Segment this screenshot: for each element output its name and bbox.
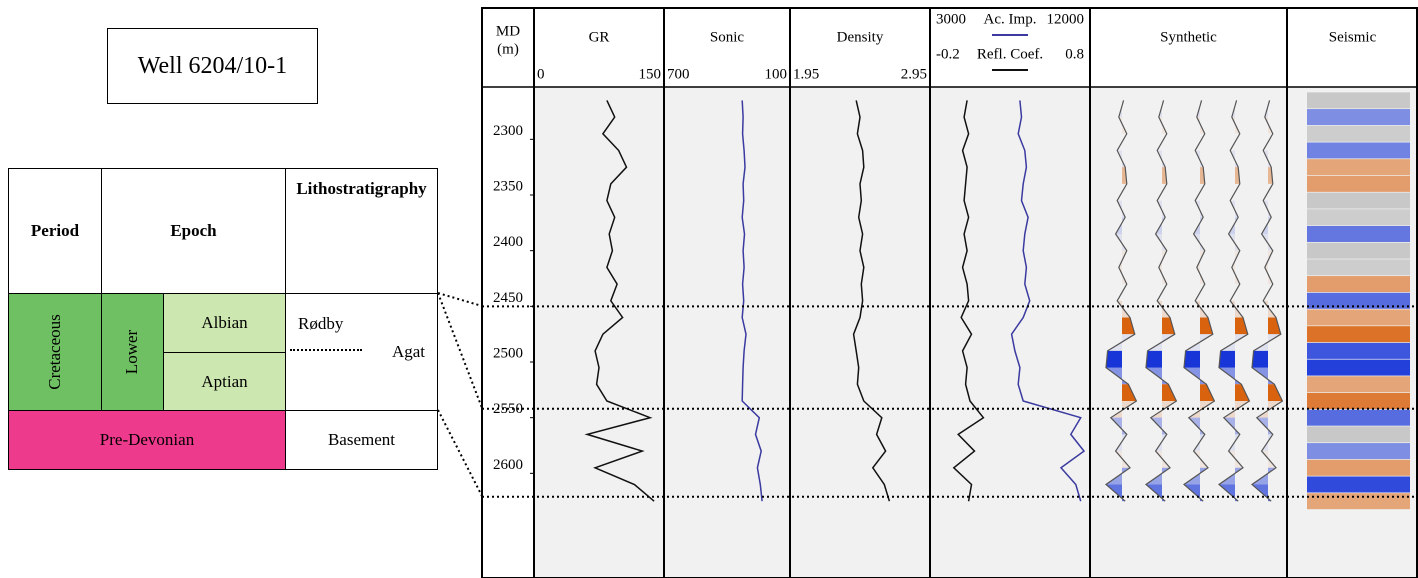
y-tick-label: 2400	[493, 234, 523, 250]
seismic-cell	[1307, 276, 1410, 292]
seismic-cell	[1307, 360, 1410, 376]
seismic-cell	[1307, 460, 1410, 476]
track-title: Density	[837, 29, 884, 45]
curve-name: Ac. Imp.	[984, 11, 1037, 27]
seismic-cell	[1307, 343, 1410, 359]
connector	[438, 293, 482, 306]
scale-label: 12000	[1047, 11, 1085, 27]
seismic-cell	[1307, 92, 1410, 108]
seismic-cell	[1307, 142, 1410, 158]
y-tick-label: 2500	[493, 345, 523, 361]
y-tick-label: 2300	[493, 123, 523, 139]
track-title: Synthetic	[1160, 29, 1217, 45]
seismic-cell	[1307, 309, 1410, 325]
scale-label: 3000	[936, 11, 966, 27]
track-title: Sonic	[710, 29, 745, 45]
wiggle-fill	[1252, 351, 1268, 368]
scale-label: 150	[639, 66, 662, 82]
y-tick-label: 2350	[493, 178, 523, 194]
depth-label: MD	[496, 23, 520, 39]
seismic-cell	[1307, 226, 1410, 242]
scale-label: 2.95	[901, 66, 927, 82]
seismic-cell	[1307, 393, 1410, 409]
seismic-cell	[1307, 376, 1410, 392]
page: Well 6204/10-1 Period Epoch Lithostratig…	[0, 0, 1418, 578]
wiggle-fill	[1106, 351, 1122, 368]
scale-label: 1.95	[793, 66, 819, 82]
y-tick-label: 2450	[493, 290, 523, 306]
connector	[438, 293, 482, 408]
seismic-cell	[1307, 259, 1410, 275]
wiggle-fill	[1146, 351, 1162, 368]
track-bg	[790, 87, 930, 578]
y-tick-label: 2600	[493, 457, 523, 473]
wiggle-fill	[1184, 351, 1200, 368]
seismic-cell	[1307, 193, 1410, 209]
scale-label: 100	[765, 66, 788, 82]
track-bg	[1090, 87, 1287, 578]
seismic-cell	[1307, 493, 1410, 509]
scale-label: 700	[667, 66, 690, 82]
seismic-cell	[1307, 476, 1410, 492]
seismic-cell	[1307, 159, 1410, 175]
scale-label: 0.8	[1065, 46, 1084, 62]
track-title: Seismic	[1329, 29, 1377, 45]
seismic-cell	[1307, 426, 1410, 442]
seismic-cell	[1307, 243, 1410, 259]
seismic-cell	[1307, 326, 1410, 342]
well-log-panel: MD(m)2300235024002450250025502600GR0150S…	[0, 0, 1418, 578]
scale-label: 0	[537, 66, 545, 82]
depth-label: (m)	[497, 41, 519, 57]
track-bg	[930, 87, 1090, 578]
seismic-cell	[1307, 209, 1410, 225]
scale-label: -0.2	[936, 46, 960, 62]
curve-name: Refl. Coef.	[977, 46, 1043, 62]
seismic-cell	[1307, 410, 1410, 426]
track-title: GR	[589, 29, 610, 45]
seismic-cell	[1307, 443, 1410, 459]
connector	[438, 410, 482, 496]
wiggle-fill	[1219, 351, 1235, 368]
seismic-cell	[1307, 126, 1410, 142]
track-bg	[664, 87, 790, 578]
seismic-cell	[1307, 109, 1410, 125]
seismic-cell	[1307, 176, 1410, 192]
track-bg	[534, 87, 664, 578]
